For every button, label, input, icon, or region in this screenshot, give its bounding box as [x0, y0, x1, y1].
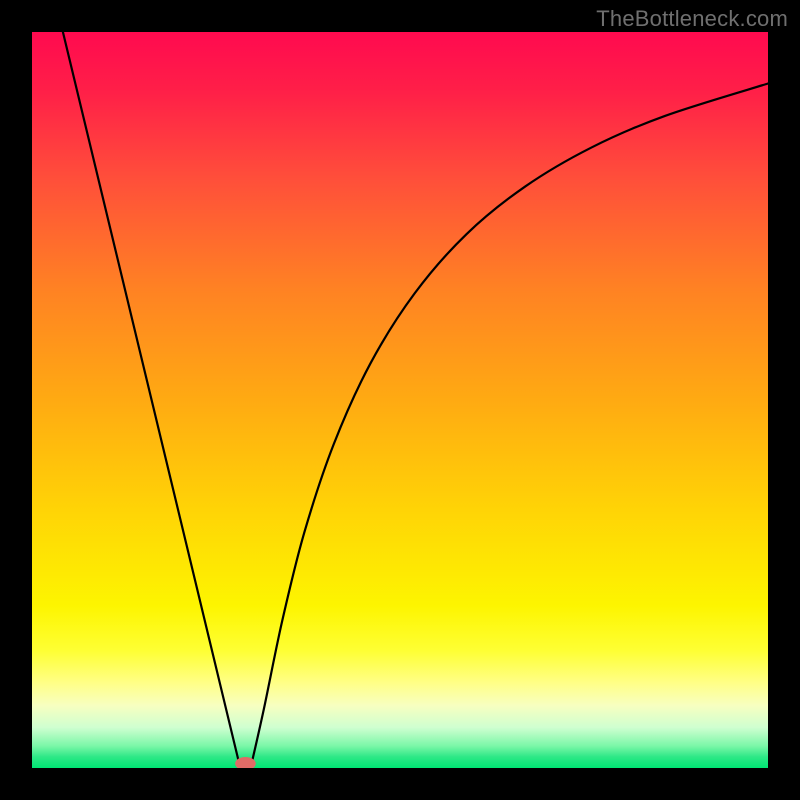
- watermark-text: TheBottleneck.com: [596, 6, 788, 32]
- plot-background: [32, 32, 768, 768]
- figure-frame: TheBottleneck.com: [0, 0, 800, 800]
- plot-area: [32, 32, 768, 768]
